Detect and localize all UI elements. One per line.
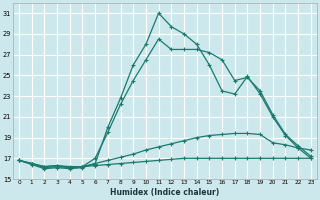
X-axis label: Humidex (Indice chaleur): Humidex (Indice chaleur) — [110, 188, 220, 197]
